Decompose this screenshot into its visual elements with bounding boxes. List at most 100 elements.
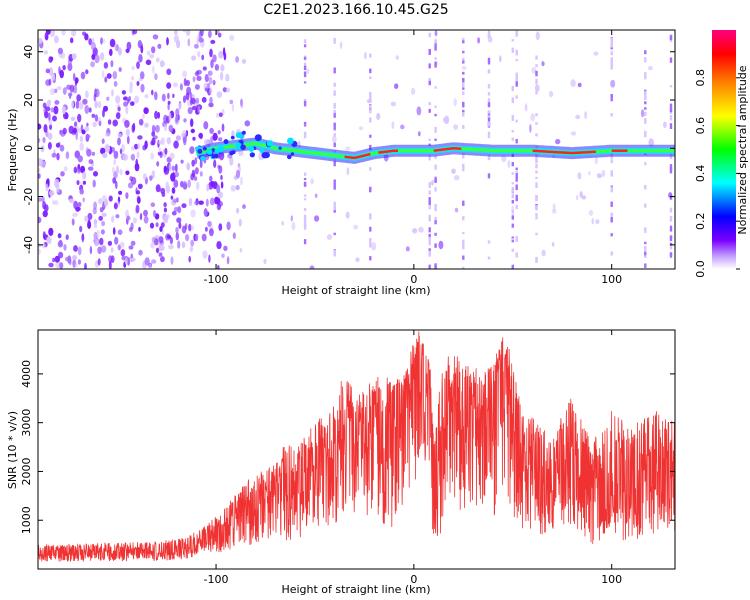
ridge-peak [433,147,462,152]
heatmap-cell [95,88,100,98]
heatmap-cell [434,220,437,225]
x-tick-label: 0 [410,573,417,586]
heatmap-cell [434,44,437,51]
heatmap-cell [190,225,195,231]
heatmap-cell [610,61,613,66]
heatmap-cell [42,201,46,210]
heatmap-cell [168,164,172,172]
heatmap-cell [204,74,209,83]
heatmap-cell [669,115,673,121]
heatmap-cell [235,56,240,63]
heatmap-cell [511,130,514,133]
heatmap-cell [101,212,107,217]
heatmap-cell [184,223,188,230]
heatmap-cell [52,257,56,263]
heatmap-cell [129,227,133,232]
heatmap-cell [181,130,187,137]
heatmap-cell [60,52,66,59]
heatmap-cell [207,70,213,76]
heatmap-cell [157,151,162,156]
heatmap-cell [75,132,78,141]
heatmap-frame [37,29,676,270]
heatmap-y-axis-label: Frequency (Hz) [6,109,19,192]
heatmap-cell [171,165,176,172]
heatmap-cell [203,139,210,146]
heatmap-cell [163,214,169,224]
heatmap-cell [91,151,96,156]
heatmap-cell [182,70,188,78]
heatmap-cell [119,168,123,176]
ridge-peak [344,152,371,160]
heatmap-cell [333,208,336,213]
heatmap-cell [535,91,538,95]
heatmap-cell [394,83,399,89]
heatmap-cell [462,57,465,62]
heatmap-cell [428,197,431,202]
heatmap-cell [59,144,65,152]
heatmap-cell [610,98,613,102]
heatmap-cell [515,167,518,171]
heatmap-cell [226,87,231,93]
heatmap-cell [168,112,172,122]
heatmap-cell [369,104,372,109]
heatmap-cell [644,263,647,268]
heatmap-cell [644,204,647,207]
heatmap-cell [117,47,122,56]
heatmap-cell [515,176,518,182]
heatmap-cell [98,198,102,205]
heatmap-cell [261,152,268,159]
heatmap-cell [610,251,613,256]
heatmap-cell [132,30,138,35]
heatmap-cell [172,198,178,203]
heatmap-cell [236,207,240,214]
heatmap-cell [187,38,191,47]
heatmap-cell [69,84,75,93]
heatmap-cell [201,233,207,242]
heatmap-cell [428,32,431,38]
heatmap-cell [220,64,225,72]
heatmap-cell [81,129,86,135]
heatmap-cell [515,33,518,37]
heatmap-cell [644,101,647,105]
heatmap-cell [355,257,360,263]
heatmap-cell [644,107,647,110]
heatmap-cell [515,119,518,123]
heatmap-cell [235,132,242,139]
heatmap-cell [314,215,320,222]
heatmap-cell [487,30,491,34]
heatmap-cell [610,79,616,88]
heatmap-cell [175,227,179,234]
heatmap-cell [152,65,155,74]
heatmap-cell [189,92,193,99]
y-tick-label: -40 [22,236,35,254]
heatmap-cell [190,239,195,247]
heatmap-cell [453,98,457,107]
heatmap-cell [63,244,67,251]
heatmap-cell [120,249,126,257]
heatmap-cell [511,47,514,53]
heatmap-cell [303,172,307,176]
heatmap-cell [148,263,152,269]
heatmap-cell [167,103,170,111]
heatmap-cell [92,207,97,215]
heatmap-cell [115,214,120,219]
heatmap-cell [216,91,223,98]
heatmap-cell [125,170,130,176]
heatmap-cell [221,123,225,132]
heatmap-cell [53,105,59,115]
heatmap-cell [202,250,208,259]
heatmap-cell [462,38,465,42]
x-tick-label: 100 [601,273,622,286]
heatmap-cell [487,115,491,118]
heatmap-cell [511,115,514,121]
heatmap-cell [499,55,502,63]
heatmap-cell [124,257,128,265]
heatmap-cell [79,135,84,143]
heatmap-cell [67,63,73,72]
heatmap-cell [644,94,647,100]
heatmap-cell [218,223,223,231]
heatmap-cell [152,209,157,218]
heatmap-cell [72,255,78,261]
heatmap-cell [535,256,538,263]
heatmap-cell [38,123,42,130]
